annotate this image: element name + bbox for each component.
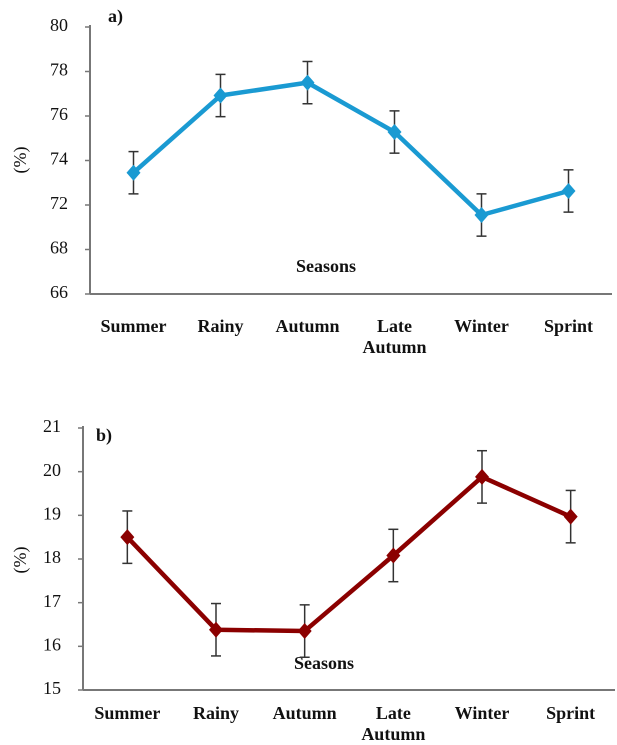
panel-label: a) xyxy=(108,6,123,27)
line xyxy=(125,474,572,634)
marker xyxy=(297,623,312,640)
x-tick-label: Sprint xyxy=(543,316,594,336)
panel-label: b) xyxy=(96,425,112,446)
line xyxy=(132,80,570,218)
marker xyxy=(120,529,135,546)
y-axis-title: (%) xyxy=(10,547,31,574)
marker xyxy=(213,87,228,104)
x-tick-label: Summer xyxy=(100,316,167,336)
marker xyxy=(561,182,576,199)
x-tick-label: Summer xyxy=(94,703,161,723)
y-tick-label: 76 xyxy=(50,104,68,124)
y-tick-label: 15 xyxy=(43,678,61,698)
y-tick-label: 66 xyxy=(50,282,68,302)
marker xyxy=(300,74,315,91)
y-tick-label: 78 xyxy=(50,60,68,80)
y-tick-label: 80 xyxy=(50,15,68,35)
x-tick-label: Late Autumn xyxy=(362,316,427,357)
y-tick-label: 17 xyxy=(43,591,61,611)
x-tick-label: Sprint xyxy=(546,703,596,723)
y-tick-label: 68 xyxy=(50,238,68,258)
x-tick-label: Rainy xyxy=(197,316,244,336)
x-tick-label: Late Autumn xyxy=(361,703,426,744)
y-tick-label: 21 xyxy=(43,416,61,436)
x-tick-label: Rainy xyxy=(192,703,239,723)
x-axis-title: Seasons xyxy=(296,256,356,276)
x-tick-label: Autumn xyxy=(275,316,340,336)
y-tick-label: 74 xyxy=(50,149,68,169)
x-axis-title: Seasons xyxy=(294,653,354,673)
x-tick-label: Autumn xyxy=(272,703,337,723)
y-tick-label: 20 xyxy=(43,460,61,480)
y-axis-title: (%) xyxy=(10,147,31,174)
y-tick-label: 16 xyxy=(43,634,61,654)
y-tick-label: 19 xyxy=(43,503,61,523)
y-tick-label: 72 xyxy=(50,193,68,213)
marker xyxy=(209,621,223,638)
marker xyxy=(563,508,578,525)
y-tick-label: 18 xyxy=(43,547,61,567)
marker xyxy=(386,547,401,564)
x-tick-label: Winter xyxy=(454,316,509,336)
marker xyxy=(387,124,402,141)
marker xyxy=(474,207,489,224)
x-tick-label: Winter xyxy=(454,703,510,723)
marker xyxy=(475,468,489,485)
marker xyxy=(126,164,141,181)
